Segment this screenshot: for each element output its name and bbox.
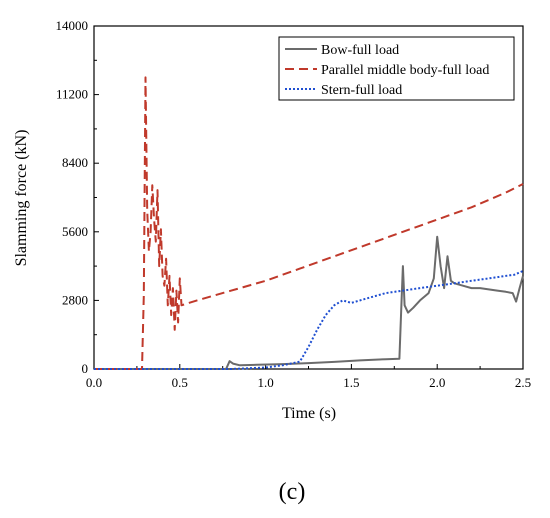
y-tick-label: 5600 [62, 224, 88, 239]
legend-entry-3: Stern-full load [321, 83, 402, 98]
y-tick-label: 11200 [56, 87, 88, 102]
series-line-3 [94, 270, 524, 370]
legend-entry-1: Bow-full load [321, 43, 399, 58]
x-tick-label: 1.5 [343, 375, 359, 390]
y-tick-label: 0 [82, 361, 89, 376]
y-tick-label: 14000 [56, 18, 89, 33]
y-axis-title: Slamming force (kN) [13, 130, 30, 267]
x-tick-label: 0.0 [86, 375, 102, 390]
x-tick-label: 2.0 [429, 375, 445, 390]
x-tick-label: 0.5 [172, 375, 188, 390]
x-tick-label: 1.0 [257, 375, 273, 390]
series-line-2 [94, 76, 524, 370]
x-axis-title: Time (s) [282, 405, 336, 422]
y-tick-label: 2800 [62, 292, 88, 307]
series-line-1 [94, 235, 524, 370]
legend-box [278, 36, 515, 101]
legend-entry-2: Parallel middle body-full load [321, 63, 489, 78]
panel-label: (c) [279, 479, 306, 505]
x-tick-label: 2.5 [515, 375, 531, 390]
y-tick-label: 8400 [62, 155, 88, 170]
